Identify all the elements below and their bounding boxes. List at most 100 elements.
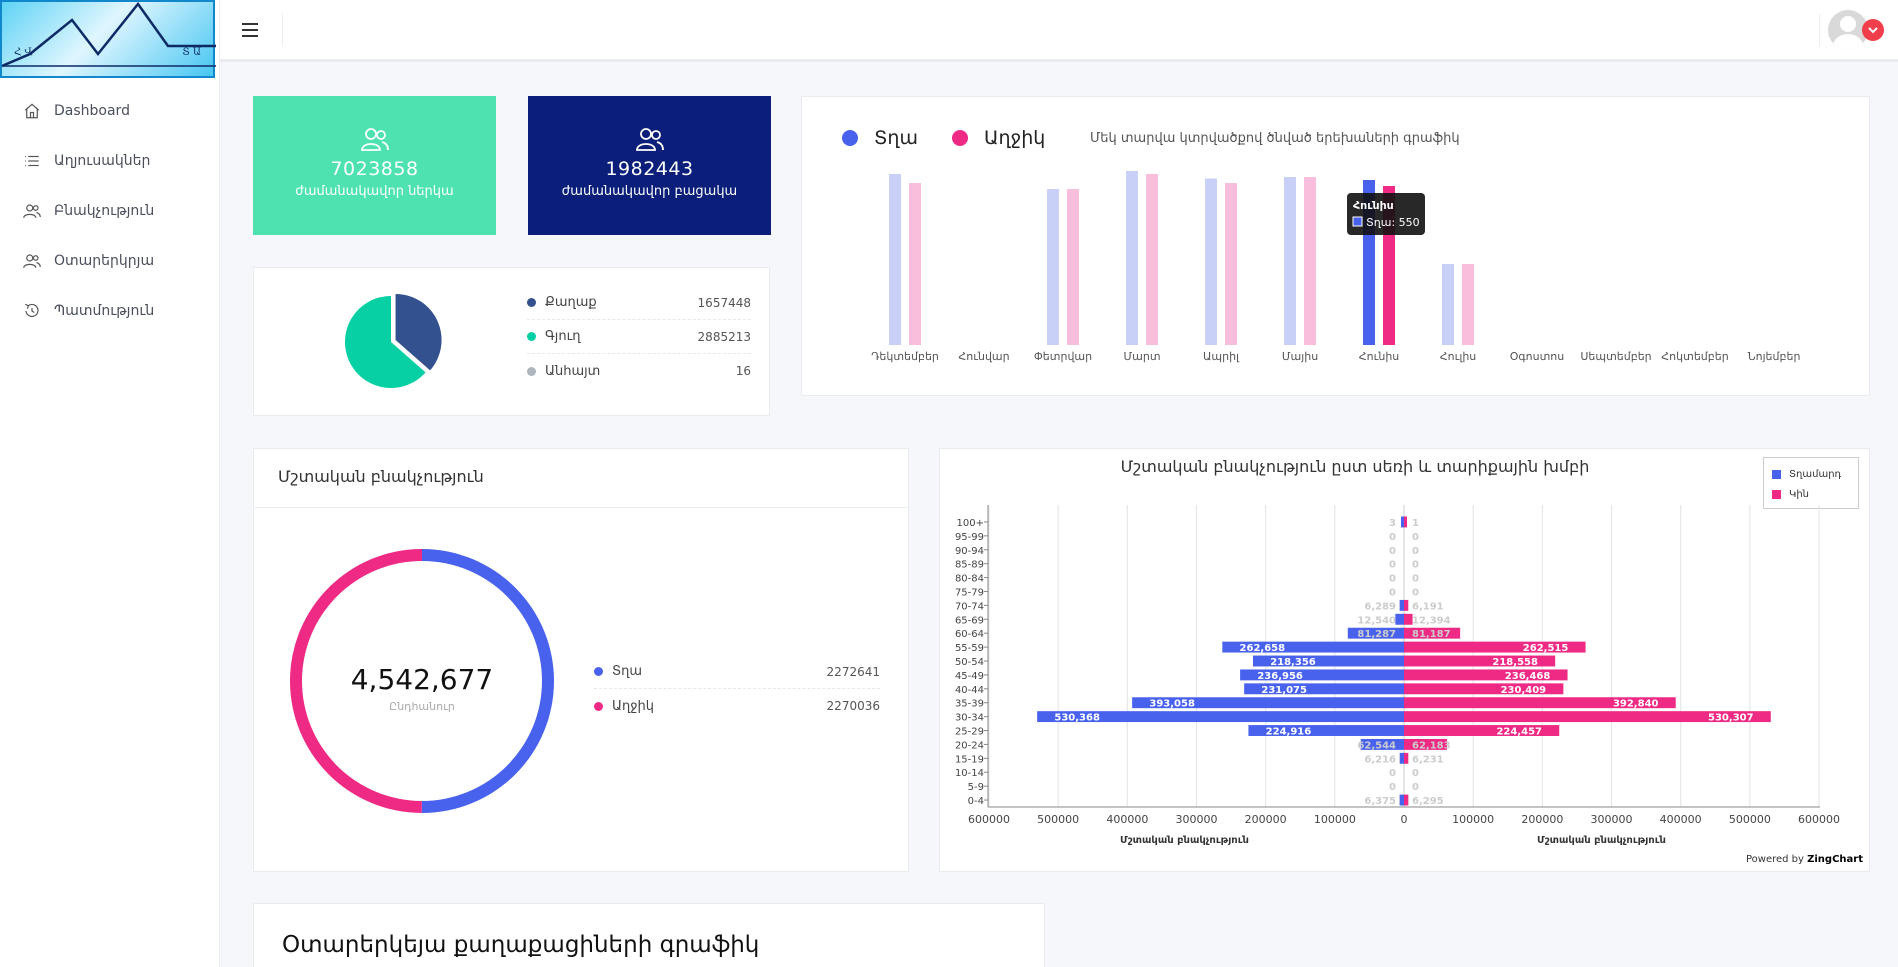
- bar-boy-3: [1126, 171, 1138, 345]
- tooltip-text: Տղա: 550: [1366, 216, 1420, 229]
- value-label-male: 218,356: [1270, 657, 1316, 668]
- legend-label: Կին: [1789, 488, 1809, 500]
- bar-boy-0: [889, 174, 901, 345]
- x-tick-label: Հունիս: [1359, 351, 1400, 363]
- avatar[interactable]: [1828, 10, 1868, 50]
- bar-female-6: [1404, 599, 1409, 611]
- bar-male-7: [1395, 613, 1404, 625]
- value-label-female: 0: [1412, 768, 1419, 779]
- legend-label: Գյուղ: [545, 329, 581, 344]
- sidebar-item-label: Dashboard: [54, 103, 130, 119]
- value-label-female: 0: [1412, 782, 1419, 793]
- x-tick-label: 100000: [1452, 813, 1494, 826]
- value-label-male: 0: [1389, 782, 1396, 793]
- legend-item: Տղա 2272641: [594, 655, 880, 689]
- legend-item[interactable]: Տղամարդ: [1772, 464, 1850, 484]
- sidebar-item-dashboard[interactable]: Dashboard: [0, 86, 220, 136]
- value-label-male: 81,287: [1357, 629, 1396, 640]
- sidebar-nav: Dashboard Աղյուսակներ Բնակչություն Օտարե…: [0, 86, 220, 336]
- legend-value: 1657448: [697, 295, 751, 310]
- bar-male-16: [1360, 738, 1404, 750]
- settlement-pie: [345, 293, 442, 388]
- pie-slice-0: [395, 293, 442, 371]
- x-tick-label: Մայիս: [1282, 351, 1318, 363]
- legend-item[interactable]: Կին: [1772, 484, 1850, 504]
- value-label-male: 0: [1389, 546, 1396, 557]
- donut-total: 4,542,677: [350, 663, 494, 696]
- value-label-male: 0: [1389, 532, 1396, 543]
- stat-card-present: 7023858 ժամանակավոր ներկա: [253, 96, 496, 235]
- births-legend: Տղա Աղջիկ: [842, 127, 1045, 149]
- bar-girl-4: [1225, 183, 1237, 345]
- bar-female-20: [1404, 794, 1409, 806]
- bar-female-9: [1404, 641, 1586, 653]
- y-tick-label: 75-79: [955, 587, 984, 598]
- bar-male-0: [1401, 516, 1404, 528]
- sidebar-item-label: Օտարերկրյա: [54, 253, 155, 269]
- sidebar-item-foreign[interactable]: Օտարերկրյա: [0, 236, 220, 286]
- bar-male-20: [1399, 794, 1404, 806]
- pyramid-card: Մշտական բնակչություն ըստ սեռի և տարիքայի…: [939, 448, 1870, 872]
- users-icon: [253, 126, 496, 152]
- bar-male-13: [1132, 697, 1404, 709]
- sidebar: Հ Վ Տ Ա Dashboard Աղյուսակներ Բնակչությո…: [0, 0, 220, 967]
- value-label-female: 230,409: [1501, 685, 1547, 696]
- x-tick-label: Սեպտեմբեր: [1580, 351, 1651, 363]
- pie-slice-1: [345, 296, 426, 388]
- pyramid-chart: 600000 500000 400000 300000 200000 100000 0 100…: [955, 505, 1840, 826]
- value-label-male: 393,058: [1149, 699, 1195, 710]
- permanent-card: Մշտական բնակչություն 4,542,677 Ընդհանուր…: [253, 448, 909, 872]
- value-label-female: 1: [1412, 518, 1419, 529]
- legend-label[interactable]: Տղա: [874, 127, 918, 149]
- bar-male-9: [1222, 641, 1404, 653]
- sidebar-item-population[interactable]: Բնակչություն: [0, 186, 220, 236]
- value-label-female: 6,231: [1412, 754, 1444, 765]
- x-tick-label: Դեկտեմբեր: [871, 351, 939, 363]
- home-icon: [22, 101, 42, 121]
- tooltip-box: [1347, 193, 1425, 235]
- y-tick-label: 10-14: [955, 768, 984, 779]
- users-icon: [528, 126, 771, 152]
- sidebar-item-tables[interactable]: Աղյուսակներ: [0, 136, 220, 186]
- legend-label: Քաղաք: [545, 295, 597, 310]
- x-tick-label: 400000: [1106, 813, 1148, 826]
- bar-male-6: [1399, 599, 1404, 611]
- sidebar-item-history[interactable]: Պատմություն: [0, 286, 220, 336]
- list-icon: [22, 151, 42, 171]
- bar-girl-3: [1146, 174, 1158, 345]
- y-tick-label: 40-44: [955, 685, 984, 696]
- value-label-male: 3: [1389, 518, 1396, 529]
- value-label-male: 224,916: [1266, 727, 1312, 738]
- value-label-male: 0: [1389, 560, 1396, 571]
- x-tick-label: 600000: [968, 813, 1010, 826]
- x-tick-label: Հոկտեմբեր: [1661, 351, 1728, 363]
- chart-tooltip: Հունիս Տղա: 550: [1347, 193, 1425, 235]
- y-tick-label: 70-74: [955, 601, 984, 612]
- value-label-male: 236,956: [1257, 671, 1303, 682]
- chevron-down-icon[interactable]: [1862, 19, 1884, 41]
- value-label-female: 0: [1412, 546, 1419, 557]
- stat-value: 1982443: [605, 158, 694, 180]
- card-title: Օտարերկեյա քաղաքացիների գրաֆիկ: [282, 932, 760, 958]
- x-tick-label: 500000: [1037, 813, 1079, 826]
- logo[interactable]: Հ Վ Տ Ա: [0, 0, 216, 78]
- powered-by[interactable]: Powered by ZingChart: [1745, 854, 1863, 865]
- bar-female-7: [1404, 613, 1413, 625]
- menu-toggle-icon[interactable]: [242, 20, 262, 40]
- x-tick-label: 500000: [1729, 813, 1771, 826]
- divider: [220, 60, 1898, 62]
- legend-label[interactable]: Աղջիկ: [983, 127, 1046, 149]
- value-label-female: 6,191: [1412, 601, 1444, 612]
- bar-female-13: [1404, 697, 1676, 709]
- stat-card-absent: 1982443 ժամանակավոր բացակա: [528, 96, 771, 235]
- y-tick-label: 15-19: [955, 754, 984, 765]
- settlement-legend: Քաղաք 1657448 Գյուղ 2885213 Անհայտ 16: [527, 286, 751, 388]
- value-label-male: 12,540: [1357, 615, 1396, 626]
- value-label-female: 62,183: [1412, 740, 1451, 751]
- users-icon: [22, 251, 42, 271]
- bar-male-15: [1248, 725, 1404, 736]
- bar-female-17: [1404, 752, 1409, 764]
- legend-dot: [951, 130, 968, 146]
- bar-female-8: [1404, 627, 1461, 639]
- value-label-female: 392,840: [1613, 699, 1659, 710]
